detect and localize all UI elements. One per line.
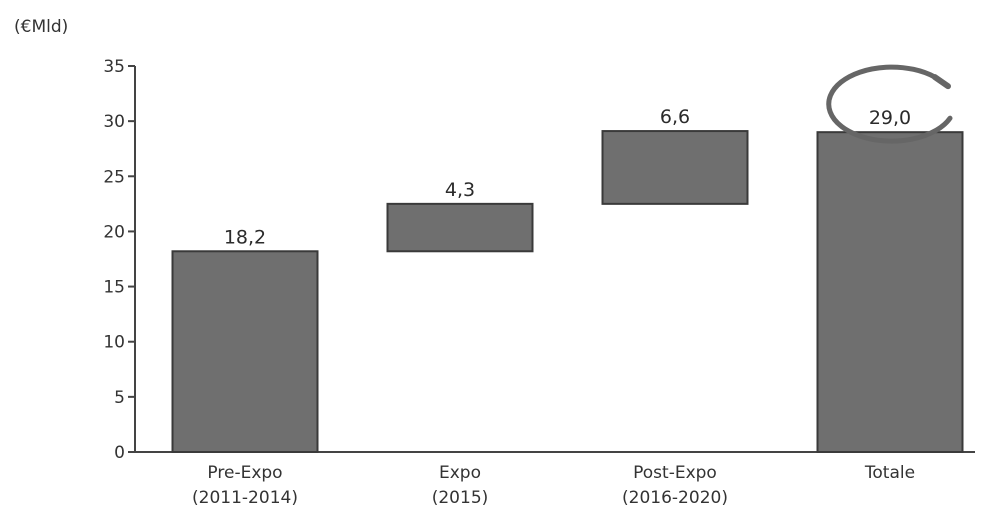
data-label: 29,0 — [869, 107, 911, 129]
y-tick-label: 30 — [103, 112, 125, 132]
data-label: 4,3 — [445, 179, 475, 201]
bar — [601, 130, 749, 205]
y-tick-label: 25 — [103, 167, 125, 187]
x-tick-label-line2: (2016-2020) — [622, 488, 728, 508]
data-label: 6,6 — [660, 106, 690, 128]
x-tick-label: Post-Expo — [633, 463, 717, 483]
highlight-hook — [932, 74, 951, 90]
y-tick-label: 20 — [103, 222, 125, 242]
y-unit-label: (€Mld) — [14, 17, 68, 37]
bar — [386, 202, 534, 253]
x-tick-label: Expo — [439, 463, 481, 483]
x-tick-label: Totale — [864, 463, 915, 483]
x-tick-label-line2: (2015) — [432, 488, 489, 508]
bar — [171, 250, 319, 453]
y-tick-label: 15 — [103, 278, 125, 298]
y-tick-label: 35 — [103, 57, 125, 77]
highlight-group — [826, 64, 953, 144]
x-axis-labels: Pre-Expo (2011-2014) Expo (2015) Post-Expo (2… — [192, 463, 915, 508]
bars — [171, 130, 964, 454]
y-tick-label: 5 — [114, 388, 125, 408]
data-label: 18,2 — [224, 226, 266, 248]
value-labels: 18,2 4,3 6,6 29,0 — [224, 106, 911, 248]
highlight-circle — [826, 64, 953, 144]
bar — [816, 131, 964, 454]
x-tick-label: Pre-Expo — [207, 463, 282, 483]
y-tick-label: 0 — [114, 443, 125, 463]
y-tick-label: 10 — [103, 333, 125, 353]
x-tick-label-line2: (2011-2014) — [192, 488, 298, 508]
